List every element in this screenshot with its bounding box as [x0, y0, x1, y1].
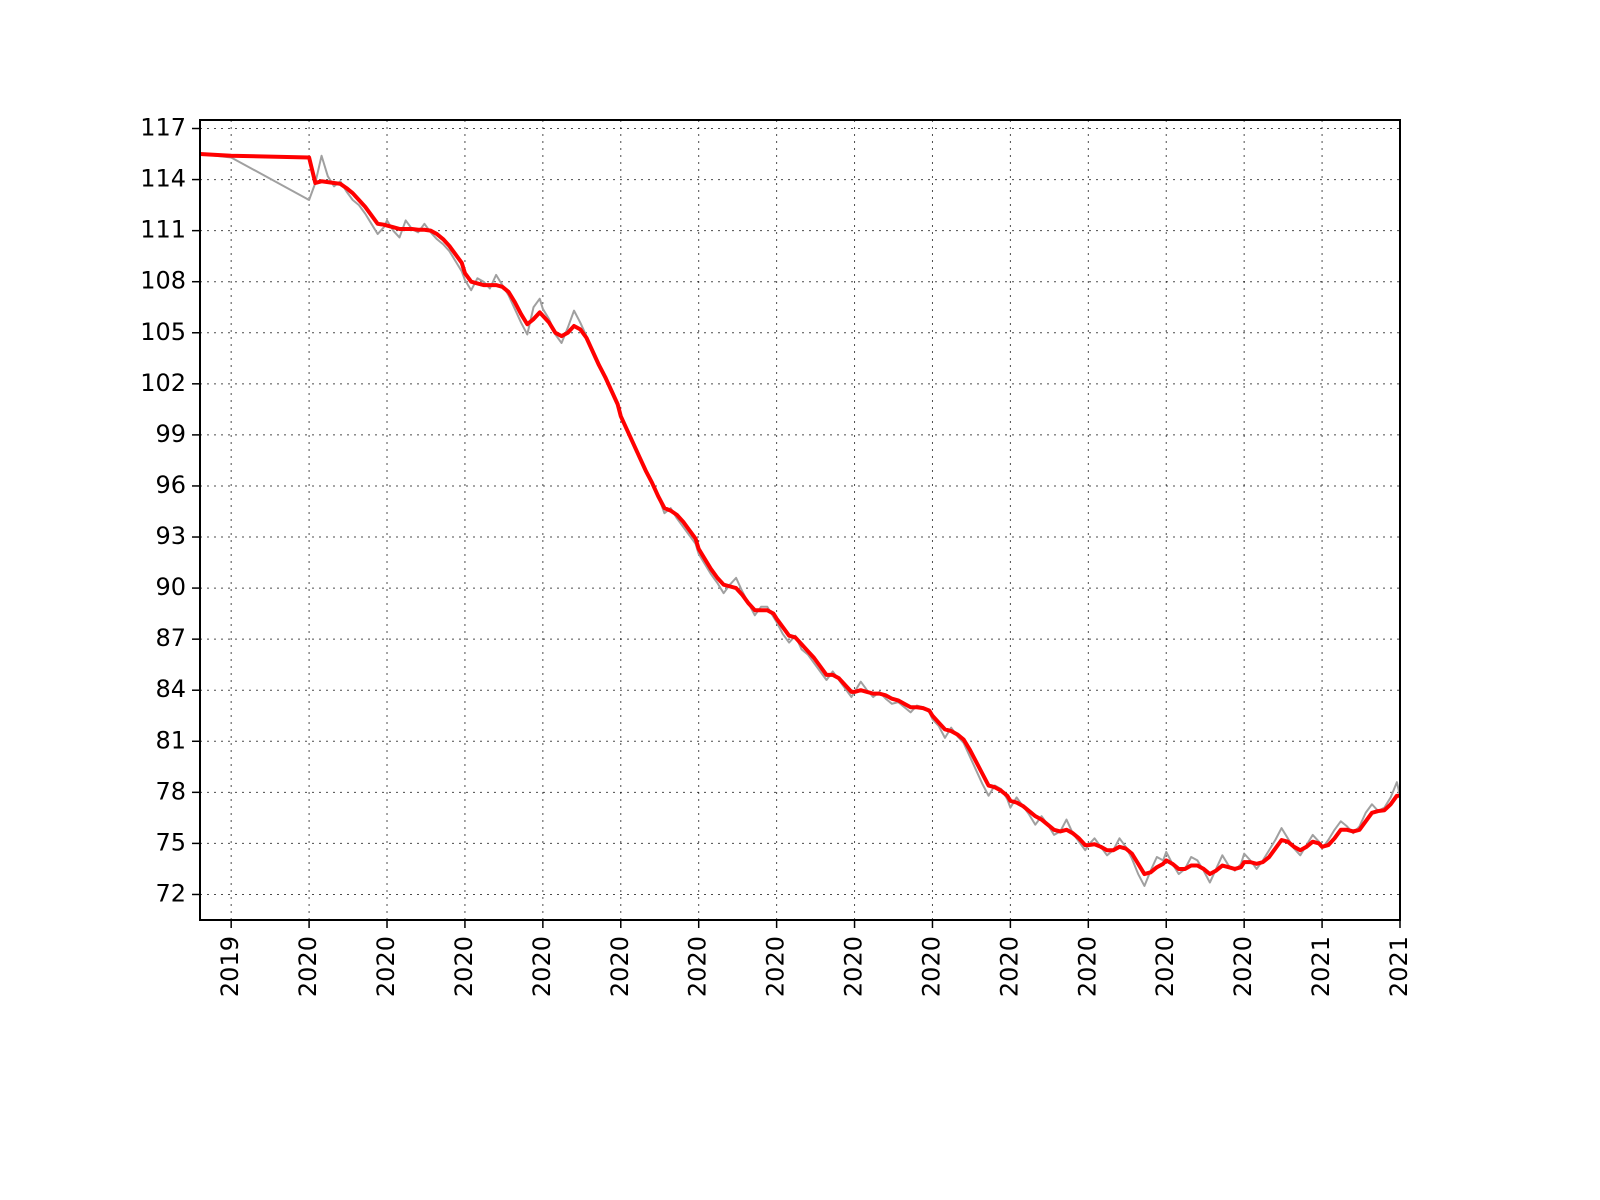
y-tick-label: 105: [140, 318, 186, 346]
y-tick-label: 96: [155, 471, 186, 499]
y-tick-label: 114: [140, 165, 186, 193]
y-tick-label: 102: [140, 369, 186, 397]
x-tick-label: 2020: [762, 936, 790, 997]
y-tick-label: 75: [155, 828, 186, 856]
x-tick-label: 2020: [294, 936, 322, 997]
x-tick-label: 2020: [1073, 936, 1101, 997]
x-tick-label: 2020: [995, 936, 1023, 997]
y-tick-label: 81: [155, 726, 186, 754]
x-tick-label: 2020: [528, 936, 556, 997]
x-tick-label: 2019: [216, 936, 244, 997]
y-tick-label: 111: [140, 216, 186, 244]
y-tick-label: 87: [155, 624, 186, 652]
chart-container: 72 75 78 81 84 87 90 93 96 99 102 105 108 111 114 117 20…: [0, 0, 1600, 1200]
x-tick-label: 2020: [450, 936, 478, 997]
x-tick-label: 2020: [372, 936, 400, 997]
x-tick-label: 2020: [1229, 936, 1257, 997]
x-tick-label: 2020: [684, 936, 712, 997]
line-chart: 72 75 78 81 84 87 90 93 96 99 102 105 108 111 114 117 20…: [0, 0, 1600, 1200]
y-tick-label: 84: [155, 675, 186, 703]
y-tick-label: 90: [155, 573, 186, 601]
x-tick-label: 2021: [1307, 936, 1335, 997]
x-tick-label: 2020: [840, 936, 868, 997]
y-tick-label: 72: [155, 879, 186, 907]
x-tick-label: 2021: [1385, 936, 1413, 997]
x-tick-label: 2020: [917, 936, 945, 997]
x-tick-label: 2020: [606, 936, 634, 997]
x-tick-label: 2020: [1151, 936, 1179, 997]
y-tick-label: 117: [140, 114, 186, 142]
y-tick-label: 93: [155, 522, 186, 550]
y-tick-label: 78: [155, 777, 186, 805]
y-tick-label: 108: [140, 267, 186, 295]
y-tick-label: 99: [155, 420, 186, 448]
